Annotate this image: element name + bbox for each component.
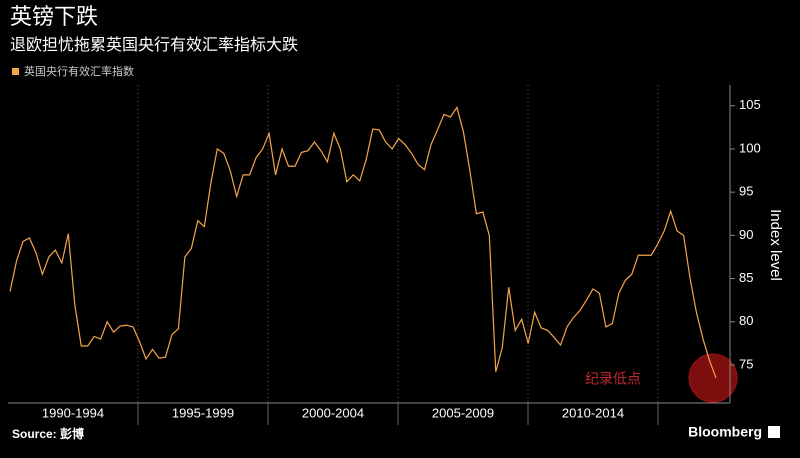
x-tick-label: 2000-2004 [302, 405, 364, 420]
brand-icon [768, 426, 780, 438]
y-tick-label: 105 [739, 97, 761, 112]
y-tick-label: 80 [739, 313, 753, 328]
x-tick-label: 2005-2009 [432, 405, 494, 420]
chart-subtitle: 退欧担忧拖累英国央行有效汇率指标大跌 [10, 36, 298, 54]
brand: Bloomberg [688, 424, 762, 440]
y-tick-label: 95 [739, 184, 753, 199]
highlight-circle [688, 353, 738, 403]
y-tick-label: 75 [739, 356, 753, 371]
source: Source: 彭博 [12, 426, 84, 441]
x-tick-label: 2010-2014 [562, 405, 624, 420]
y-tick-label: 100 [739, 140, 761, 155]
chart-title: 英镑下跌 [10, 4, 98, 29]
x-tick-label: 1990-1994 [42, 405, 104, 420]
legend-swatch [12, 68, 19, 75]
annotation: 纪录低点 [585, 371, 641, 387]
data-line [9, 106, 717, 379]
y-tick-label: 90 [739, 227, 753, 242]
y-axis-label: Index level [767, 209, 784, 281]
x-tick-label: 1995-1999 [172, 405, 234, 420]
legend-label: 英国央行有效汇率指数 [24, 64, 134, 78]
y-tick-label: 85 [739, 270, 753, 285]
